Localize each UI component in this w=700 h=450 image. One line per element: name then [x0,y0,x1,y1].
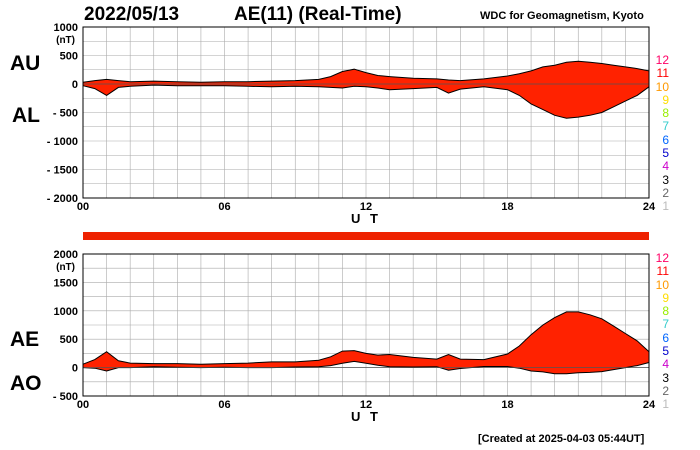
panel-bottom-y-tick-label: - 500 [53,391,78,403]
side-key-number: 10 [655,79,669,94]
ao-label: AO [10,372,42,395]
panel-top-al-line [82,84,650,119]
side-key-number: 4 [662,159,669,174]
panel-bottom-frame [82,253,650,397]
panel-bottom-band [83,311,649,374]
panel-top-y-tick-label: 500 [60,51,78,63]
side-key-number: 10 [655,277,669,292]
chart-date: 2022/05/13 [84,4,180,25]
panel-top-x-axis-title: U T [351,211,381,226]
side-key-number: 3 [662,172,669,187]
panel-bottom-x-tick-label: 12 [360,399,372,411]
panel-bottom-ae-line [82,311,650,365]
al-label: AL [12,104,40,127]
panel-top-y-tick-label: 0 [72,79,78,91]
side-key-bottom: 12 11 10 9 8 7 6 5 4 3 2 1 [653,251,669,412]
side-key-number: 12 [655,251,669,265]
side-key-number: 1 [662,199,669,214]
side-key-number: 11 [656,264,669,279]
chart-title: AE(11) (Real-Time) [234,4,402,25]
panel-top-au-line [82,60,650,83]
panel-bottom-x-tick-label: 00 [77,399,89,411]
side-key-number: 8 [662,304,669,319]
side-key-number: 9 [662,92,669,107]
panel-top-x-tick-label: 12 [360,201,372,213]
panel-top-y-tick-label: - 2000 [47,193,78,205]
panel-bottom-x-axis-title: U T [351,409,381,424]
side-key-number: 7 [662,119,669,134]
panel-top-x-tick-label: 18 [501,201,513,213]
side-key-number: 12 [655,53,669,67]
side-key-number: 1 [662,397,669,412]
side-key-number: 5 [662,146,669,161]
side-key-top: 12 11 10 9 8 7 6 5 4 3 2 1 [653,53,669,214]
side-key-number: 4 [662,357,669,372]
side-key-number: 2 [662,185,669,200]
side-key-number: 11 [656,66,669,81]
side-key-number: 6 [662,132,669,147]
panel-bottom-x-tick-label: 24 [643,399,656,411]
au-label: AU [10,52,41,75]
side-key-number: 2 [662,383,669,398]
panel-top-frame [82,26,650,199]
panel-top-x-tick-label: 24 [643,201,656,213]
panel-bottom-y-tick-label: 0 [72,363,78,375]
panel-top-x-tick-label: 06 [218,201,230,213]
panel-bottom-y-tick-label: 1000 [54,306,78,318]
panel-bottom-unit-label: (nT) [56,262,75,273]
panel-top-unit-label: (nT) [56,35,75,46]
panel-bottom-x-tick-label: 06 [218,399,230,411]
panel-top-y-tick-label: - 1000 [47,136,78,148]
panel-top-y-tick-label: 1000 [54,22,78,34]
side-key-number: 8 [662,106,669,121]
side-key-number: 3 [662,370,669,385]
ae-label: AE [10,328,40,351]
separator-bar [83,232,649,240]
panel-bottom-x-tick-label: 18 [501,399,513,411]
panel-bottom-y-tick-label: 1500 [54,277,78,289]
panel-top-y-tick-label: - 500 [53,108,78,120]
side-key-number: 7 [662,317,669,332]
panel-top-y-tick-label: - 1500 [47,165,78,177]
panel-top-x-tick-label: 00 [77,201,89,213]
panel-bottom-y-tick-label: 500 [60,334,78,346]
side-key-number: 5 [662,344,669,359]
panel-bottom-y-tick-label: 2000 [54,249,78,261]
created-timestamp: [Created at 2025-04-03 05:44UT] [478,433,645,445]
source-label: WDC for Geomagnetism, Kyoto [480,10,644,22]
side-key-number: 6 [662,330,669,345]
side-key-number: 9 [662,290,669,305]
